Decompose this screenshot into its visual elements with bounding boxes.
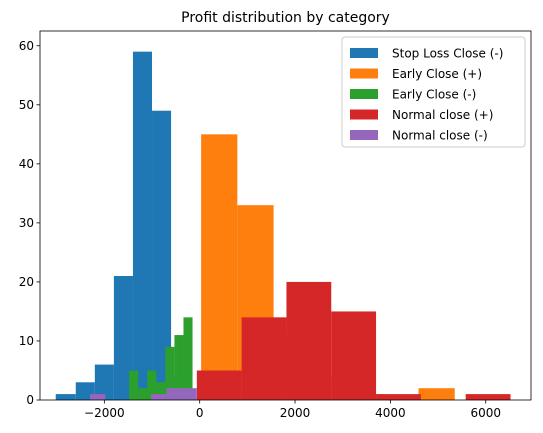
bar-series-0-bin-0 xyxy=(55,394,76,400)
legend-label-1: Early Close (+) xyxy=(392,67,482,81)
x-tick-label: 0 xyxy=(196,406,204,420)
legend-box xyxy=(341,36,526,148)
y-tick-label: 40 xyxy=(19,157,34,171)
legend-swatch-2 xyxy=(350,89,378,99)
x-tick-label: 6000 xyxy=(470,406,501,420)
legend-swatch-3 xyxy=(350,109,378,120)
x-tick-label: 2000 xyxy=(280,406,311,420)
bar-series-2-bin-6 xyxy=(183,317,193,400)
bar-series-3-bin-1 xyxy=(241,317,287,400)
legend-swatch-4 xyxy=(350,130,378,140)
bar-series-0-bin-4 xyxy=(132,51,153,400)
y-tick-label: 10 xyxy=(19,334,34,348)
axes: −2000 0 2000 4000 6000 0 10 20 30 40 50 60 xyxy=(19,30,532,420)
bar-series-4-bin-4 xyxy=(151,394,167,400)
bar-series-3-bin-0 xyxy=(196,370,242,400)
histogram-bars xyxy=(55,51,511,400)
y-tick-label: 50 xyxy=(19,98,34,112)
series-0 xyxy=(55,51,191,400)
bar-series-2-bin-4 xyxy=(165,346,175,400)
legend-label-2: Early Close (-) xyxy=(392,88,476,102)
axes-frame xyxy=(39,30,532,401)
y-tick-label: 20 xyxy=(19,275,34,289)
bar-series-4-bin-6 xyxy=(181,388,197,400)
chart-title: Profit distribution by category xyxy=(181,10,390,26)
legend: Stop Loss Close (-) Early Close (+) Early … xyxy=(341,36,526,148)
bar-series-3-bin-3 xyxy=(331,311,377,400)
bar-series-0-bin-3 xyxy=(113,276,133,400)
bar-series-1-bin-6 xyxy=(418,388,455,400)
y-tick-label: 30 xyxy=(19,216,34,230)
bar-series-2-bin-0 xyxy=(129,370,139,400)
series-2 xyxy=(129,317,193,400)
bar-series-4-bin-0 xyxy=(90,394,106,400)
legend-swatch-1 xyxy=(350,68,378,79)
bar-series-3-bin-2 xyxy=(286,281,332,400)
bar-series-0-bin-5 xyxy=(152,110,172,400)
bar-series-3-bin-4 xyxy=(376,394,421,400)
bar-series-2-bin-1 xyxy=(138,388,148,400)
x-tick-label: −2000 xyxy=(84,406,125,420)
bar-series-3-bin-6 xyxy=(465,394,511,400)
x-tick-label: 4000 xyxy=(375,406,406,420)
bar-series-2-bin-2 xyxy=(147,370,157,400)
legend-label-0: Stop Loss Close (-) xyxy=(392,47,503,61)
y-tick-label: 60 xyxy=(19,39,34,53)
bar-series-2-bin-5 xyxy=(174,335,184,400)
bar-series-0-bin-2 xyxy=(94,364,114,400)
series-4 xyxy=(90,388,197,400)
bar-series-2-bin-3 xyxy=(156,382,166,400)
bar-series-1-bin-0 xyxy=(201,134,238,400)
bar-series-4-bin-5 xyxy=(166,388,182,400)
legend-label-4: Normal close (-) xyxy=(392,129,488,143)
legend-swatch-0 xyxy=(350,48,378,58)
legend-label-3: Normal close (+) xyxy=(392,108,493,122)
y-tick-label: 0 xyxy=(26,393,34,407)
series-3 xyxy=(196,281,511,400)
